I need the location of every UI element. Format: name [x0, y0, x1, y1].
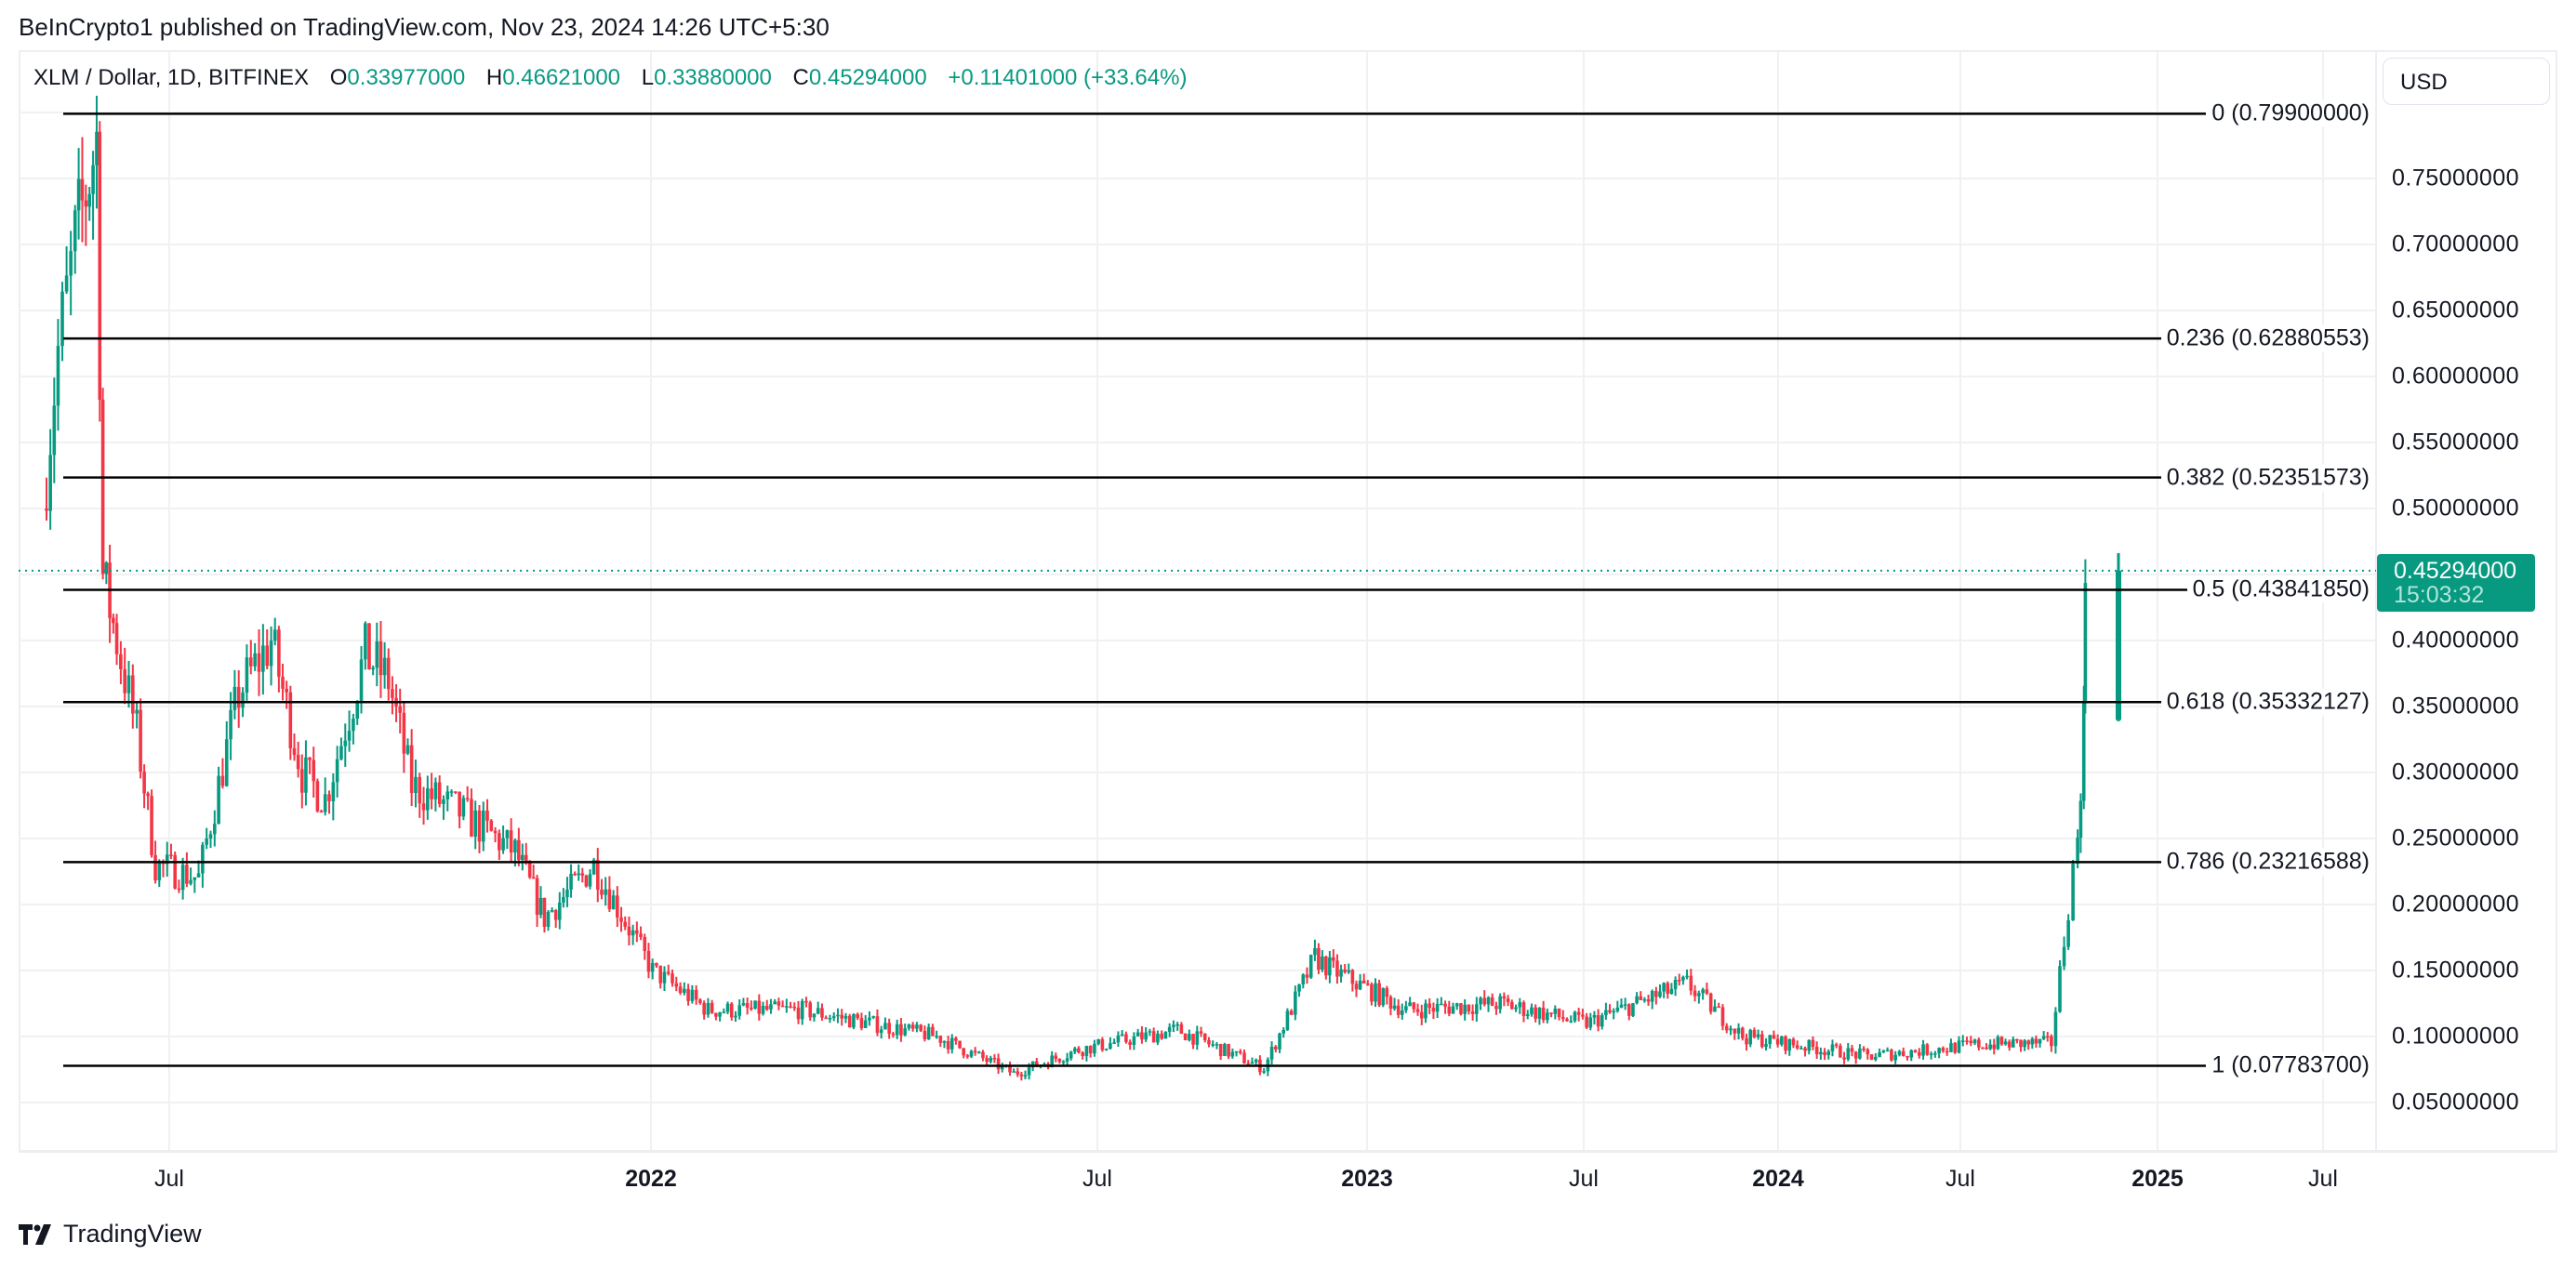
low-value: 0.33880000 — [654, 65, 772, 90]
symbol-name: XLM / Dollar, 1D, BITFINEX — [33, 65, 310, 90]
price-tick: 0.25000000 — [2392, 825, 2520, 852]
symbol-legend: XLM / Dollar, 1D, BITFINEX O0.33977000 H… — [33, 65, 1187, 91]
time-tick: 2023 — [1341, 1166, 1393, 1192]
fib-label-0.5: 0.5 (0.43841850) — [2186, 575, 2375, 603]
time-tick: 2024 — [1752, 1166, 1804, 1192]
price-tick: 0.20000000 — [2392, 891, 2520, 918]
open-label: O — [329, 65, 348, 90]
price-tick: 0.30000000 — [2392, 759, 2520, 786]
price-tick: 0.15000000 — [2392, 957, 2520, 984]
price-tick: 0.65000000 — [2392, 297, 2520, 324]
last-price-tag: 0.45294000 15:03:32 — [2377, 554, 2535, 612]
last-price-value: 0.45294000 — [2394, 558, 2517, 584]
time-tick: 2022 — [625, 1166, 677, 1192]
time-tick: Jul — [1082, 1166, 1112, 1192]
high-value: 0.46621000 — [502, 65, 621, 90]
price-tick: 0.05000000 — [2392, 1089, 2520, 1116]
fib-label-1: 1 (0.07783700) — [2206, 1051, 2375, 1079]
tradingview-brand[interactable]: TradingView — [19, 1220, 202, 1248]
fib-label-0.618: 0.618 (0.35332127) — [2160, 688, 2375, 716]
time-tick: 2025 — [2131, 1166, 2184, 1192]
time-tick: Jul — [2308, 1166, 2338, 1192]
high-label: H — [485, 65, 503, 90]
close-value: 0.45294000 — [808, 65, 927, 90]
fib-label-0.382: 0.382 (0.52351573) — [2160, 464, 2375, 492]
brand-name: TradingView — [63, 1220, 202, 1248]
low-label: L — [641, 65, 655, 90]
fib-label-0: 0 (0.79900000) — [2206, 99, 2375, 127]
price-tick: 0.10000000 — [2392, 1023, 2520, 1050]
currency-button[interactable]: USD — [2383, 58, 2550, 105]
bar-countdown: 15:03:32 — [2394, 582, 2485, 608]
time-tick: Jul — [1569, 1166, 1599, 1192]
price-tick: 0.70000000 — [2392, 231, 2520, 258]
close-label: C — [792, 65, 809, 90]
fib-label-0.236: 0.236 (0.62880553) — [2160, 324, 2375, 352]
change-value: +0.11401000 — [948, 65, 1078, 90]
price-tick: 0.40000000 — [2392, 627, 2520, 654]
price-tick: 0.35000000 — [2392, 693, 2520, 720]
time-tick: Jul — [1945, 1166, 1975, 1192]
time-tick: Jul — [154, 1166, 184, 1192]
price-tick: 0.60000000 — [2392, 363, 2520, 390]
price-tick: 0.50000000 — [2392, 495, 2520, 522]
last-candle-body — [2116, 570, 2121, 720]
fib-label-0.786: 0.786 (0.23216588) — [2160, 848, 2375, 876]
price-tick: 0.75000000 — [2392, 165, 2520, 192]
tradingview-logo-icon — [19, 1223, 51, 1245]
change-percent: (+33.64%) — [1083, 65, 1188, 90]
price-tick: 0.55000000 — [2392, 429, 2520, 456]
publisher-line: BeInCrypto1 published on TradingView.com… — [19, 13, 830, 41]
open-value: 0.33977000 — [347, 65, 466, 90]
candles — [45, 96, 2088, 1081]
